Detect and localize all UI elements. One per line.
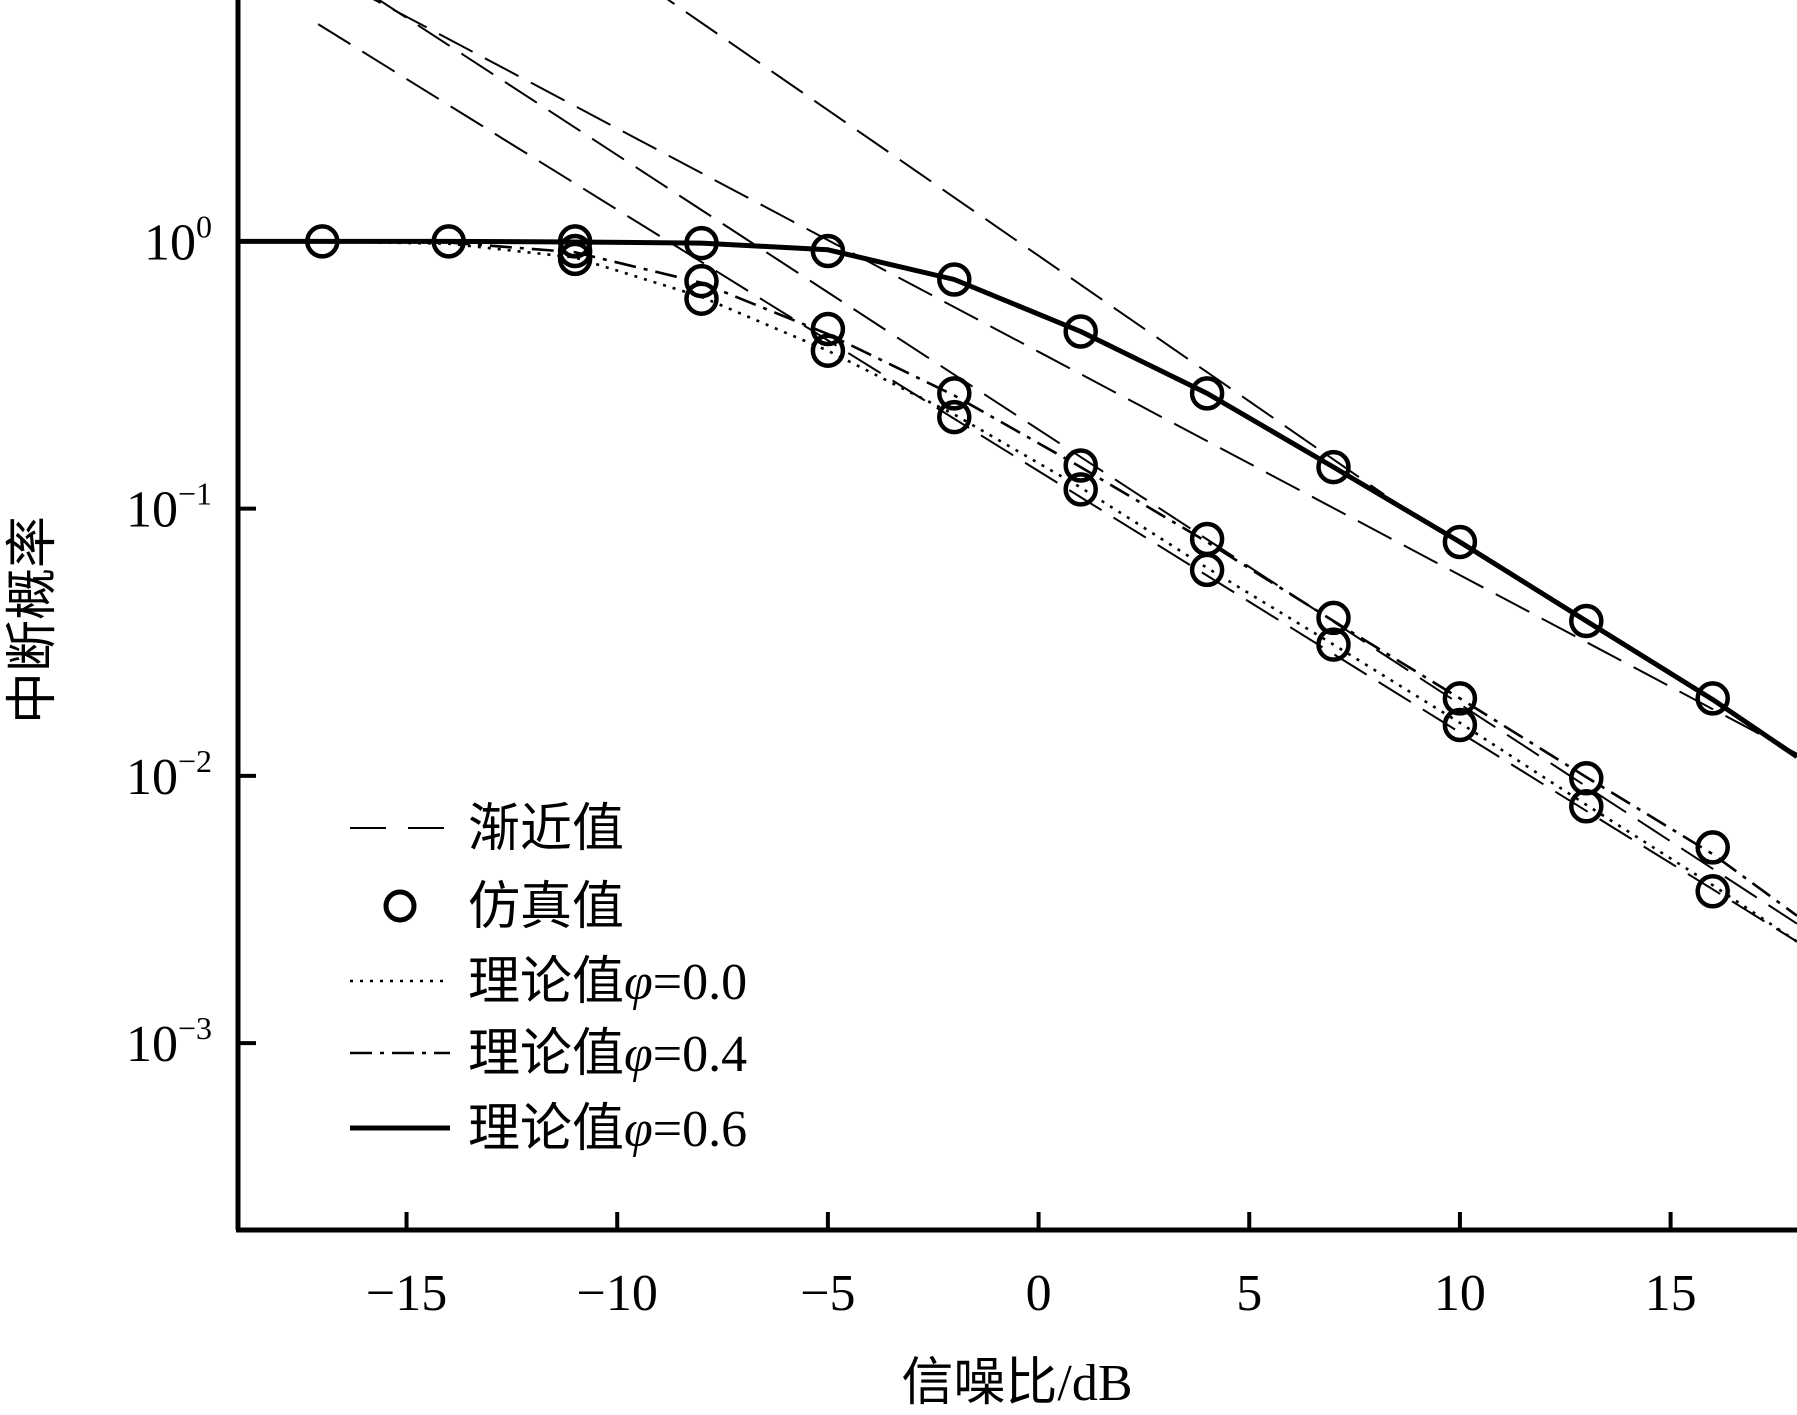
simulation-point — [1063, 314, 1098, 349]
simulation-point — [1063, 448, 1098, 483]
legend-item-asymptote: 渐近值 — [350, 801, 624, 858]
legend-marker-circle — [383, 889, 417, 923]
legend-label: 渐近值 — [468, 801, 624, 858]
y-tick-label: 10−3 — [126, 1010, 212, 1073]
simulation-point — [937, 262, 972, 297]
simulation-point — [1189, 552, 1225, 588]
simulation-point — [1316, 627, 1351, 662]
simulation-point — [1695, 681, 1730, 716]
legend-item-theory-0-6: 理论值φ=0.6 — [350, 1101, 747, 1158]
simulation-point — [1063, 472, 1098, 507]
y-tick-label: 10−1 — [126, 476, 212, 539]
x-tick-label: 15 — [1645, 1265, 1697, 1322]
simulation-point — [1442, 524, 1478, 560]
simulation-point — [684, 263, 719, 299]
legend-label: 理论值φ=0.4 — [468, 1026, 747, 1083]
legend-item-simulation: 仿真值 — [383, 879, 624, 936]
y-tick-label: 100 — [144, 208, 212, 271]
x-tick-label: −5 — [800, 1265, 855, 1322]
simulation-point — [557, 224, 593, 259]
asymptote-line-2 — [377, 0, 1797, 925]
y-tick-label: 10−2 — [126, 743, 212, 806]
simulation-point — [1442, 707, 1478, 743]
simulation-point — [810, 311, 846, 347]
x-tick-label: 0 — [1026, 1265, 1052, 1322]
legend-label: 理论值φ=0.0 — [468, 954, 747, 1011]
simulation-point — [305, 224, 340, 259]
simulation-point — [1695, 874, 1730, 909]
simulation-point — [1316, 600, 1351, 636]
x-tick-label: 10 — [1434, 1265, 1486, 1322]
series-theory-0-6 — [238, 238, 1797, 759]
simulation-point — [1442, 681, 1478, 716]
simulation-point — [684, 281, 719, 316]
asymptote-line-4 — [666, 0, 1385, 496]
simulation-point — [1189, 376, 1225, 411]
simulation-point — [1695, 830, 1730, 865]
legend-label: 理论值φ=0.6 — [468, 1101, 747, 1158]
x-tick-label: 5 — [1236, 1265, 1262, 1322]
series-theory-0-0 — [238, 240, 1797, 943]
simulation-point — [810, 233, 846, 269]
y-axis-label: 中断概率 — [5, 516, 62, 724]
axes — [235, 0, 1797, 1233]
simulation-point — [1569, 789, 1604, 824]
simulation-point — [557, 241, 593, 277]
legend-item-theory-0-0: 理论值φ=0.0 — [350, 954, 747, 1011]
simulation-point — [1569, 603, 1604, 639]
simulation-markers — [305, 224, 1730, 909]
asymptote-line-3 — [317, 23, 1797, 943]
legend-item-theory-0-4: 理论值φ=0.4 — [350, 1026, 747, 1083]
plot-area — [238, 0, 1797, 943]
x-axis-label: 信噪比/dB — [901, 1355, 1132, 1412]
simulation-point — [1316, 449, 1351, 485]
asymptote-line-1 — [372, 0, 1797, 755]
simulation-point — [431, 224, 466, 259]
simulation-point — [684, 225, 719, 261]
x-tick-label: −10 — [577, 1265, 658, 1322]
simulation-point — [810, 333, 846, 368]
series-theory-0-4 — [238, 240, 1797, 917]
simulation-point — [937, 399, 972, 435]
x-tick-label: −15 — [366, 1265, 447, 1322]
legend-label: 仿真值 — [468, 879, 624, 936]
axis-ticks: −15 −10 −5 0 5 10 15 100 10−1 10−2 10−3 — [126, 208, 1697, 1322]
simulation-point — [937, 376, 972, 411]
